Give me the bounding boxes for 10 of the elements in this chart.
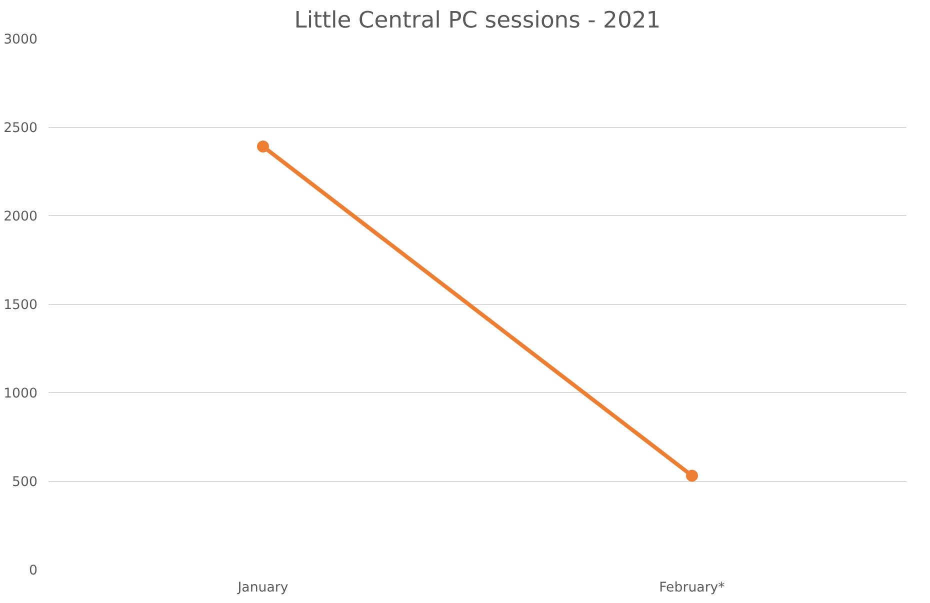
y-tick-label: 2000 — [4, 210, 38, 224]
y-tick-label: 2500 — [4, 121, 38, 136]
y-tick-label: 500 — [12, 475, 38, 490]
x-tick-label: February* — [659, 580, 726, 596]
y-tick-label: 0 — [29, 564, 38, 578]
y-tick-label: 3000 — [4, 32, 38, 48]
y-tick-label: 1000 — [4, 386, 38, 402]
y-tick-label: 1500 — [4, 298, 38, 313]
chart-title: Little Central PC sessions - 2021 — [294, 8, 661, 34]
x-tick-label: January — [236, 580, 288, 596]
